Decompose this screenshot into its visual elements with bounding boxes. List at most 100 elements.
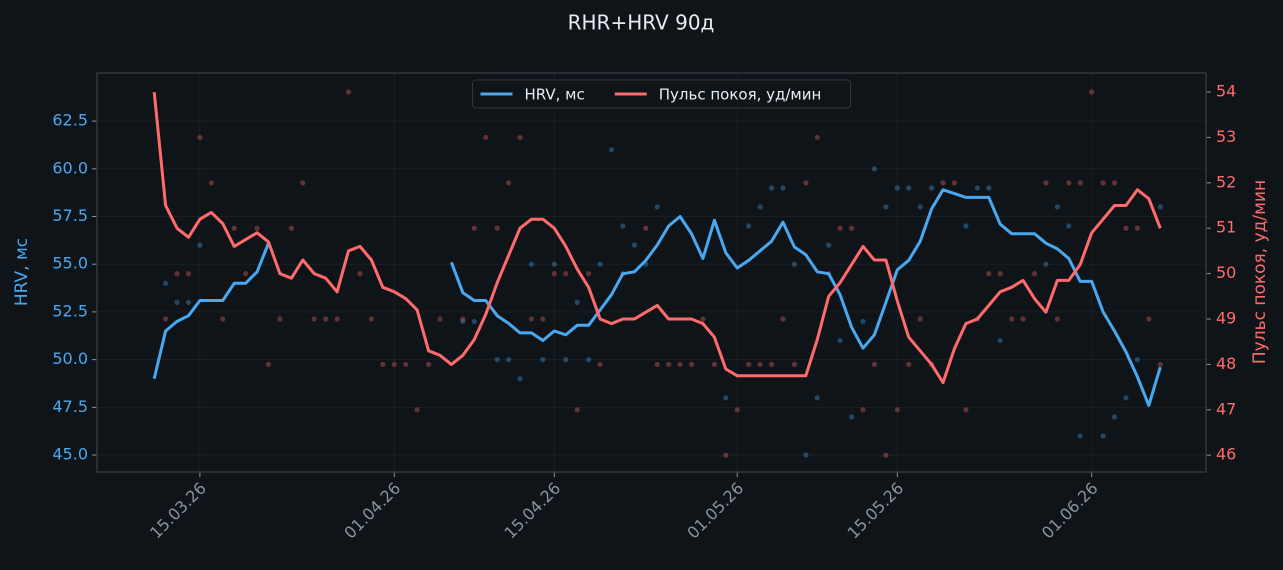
data-point (723, 395, 729, 401)
data-point (848, 414, 855, 420)
data-point (1031, 271, 1038, 277)
data-point (505, 180, 512, 186)
data-point (906, 361, 912, 368)
data-point (517, 134, 523, 141)
data-point (403, 361, 409, 368)
data-point (917, 204, 923, 210)
data-point (620, 223, 626, 229)
data-point (768, 185, 775, 191)
data-point (1054, 316, 1060, 322)
data-point (963, 223, 969, 229)
data-point (826, 242, 832, 248)
data-point (220, 316, 226, 322)
data-point (574, 299, 580, 305)
data-point (540, 357, 546, 363)
data-point (460, 316, 466, 322)
data-point (986, 271, 992, 277)
y-tick-label: 45.0 (52, 445, 88, 464)
data-point (917, 316, 923, 322)
data-point (906, 185, 912, 191)
y2-tick-label: 47 (1216, 399, 1236, 418)
data-point (528, 261, 535, 267)
data-point (780, 316, 786, 322)
data-point (734, 407, 740, 413)
data-point (174, 299, 180, 305)
data-point (288, 225, 294, 231)
y-tick-label: 50.0 (52, 349, 88, 368)
data-point (951, 180, 958, 186)
data-point (837, 225, 843, 231)
data-point (1157, 361, 1163, 368)
data-point (174, 271, 180, 277)
data-point (528, 316, 535, 322)
y-tick-label: 60.0 (52, 158, 88, 177)
legend-box (472, 79, 851, 109)
data-point (711, 361, 717, 368)
data-point (1134, 357, 1141, 363)
data-point (688, 361, 695, 368)
y2-tick-label: 46 (1216, 445, 1236, 464)
data-point (1111, 414, 1118, 420)
y-tick-label: 52.5 (52, 301, 88, 320)
data-point (483, 134, 489, 141)
legend-label: Пульс покоя, уд/мин (659, 86, 822, 104)
data-point (471, 225, 477, 231)
y2-tick-label: 53 (1216, 127, 1236, 146)
data-point (723, 452, 729, 458)
data-point (963, 407, 969, 413)
plot-frame (96, 72, 1207, 473)
data-point (1077, 433, 1083, 439)
data-point (803, 452, 809, 458)
data-point (1009, 316, 1015, 322)
data-point (471, 318, 477, 325)
data-point (494, 357, 500, 363)
data-point (563, 271, 569, 277)
data-point (700, 316, 706, 322)
data-point (1111, 180, 1118, 186)
data-point (334, 316, 340, 322)
y-tick-label: 47.5 (52, 397, 88, 416)
data-point (517, 376, 523, 382)
y2-tick-label: 54 (1216, 82, 1236, 101)
data-point (631, 242, 637, 248)
data-point (243, 271, 249, 277)
data-point (265, 361, 272, 368)
data-point (1043, 180, 1049, 186)
data-point (368, 316, 374, 322)
data-point (1123, 225, 1129, 231)
data-point (883, 204, 889, 210)
data-point (791, 261, 798, 267)
data-point (254, 225, 260, 231)
data-point (883, 452, 889, 458)
data-point (208, 180, 214, 186)
y-tick-label: 62.5 (52, 111, 88, 130)
data-point (494, 225, 500, 231)
y2-tick-label: 52 (1216, 172, 1236, 191)
data-point (551, 271, 557, 277)
y2-tick-label: 49 (1216, 309, 1236, 328)
data-point (597, 361, 603, 368)
data-point (860, 318, 866, 325)
data-point (1054, 204, 1060, 210)
data-point (231, 225, 237, 231)
data-point (540, 316, 546, 322)
data-point (311, 316, 317, 322)
data-point (574, 407, 580, 413)
data-point (1020, 316, 1026, 322)
data-point (437, 316, 443, 322)
data-point (1123, 395, 1129, 401)
data-point (380, 361, 386, 368)
data-point (185, 299, 192, 305)
data-point (768, 361, 775, 368)
data-point (185, 271, 192, 277)
data-point (940, 180, 946, 186)
data-point (997, 337, 1003, 344)
data-point (666, 361, 672, 368)
data-point (551, 261, 557, 267)
data-point (894, 407, 900, 413)
data-point (162, 316, 169, 322)
data-point (563, 357, 569, 363)
data-point (197, 242, 203, 248)
data-point (1100, 433, 1106, 439)
